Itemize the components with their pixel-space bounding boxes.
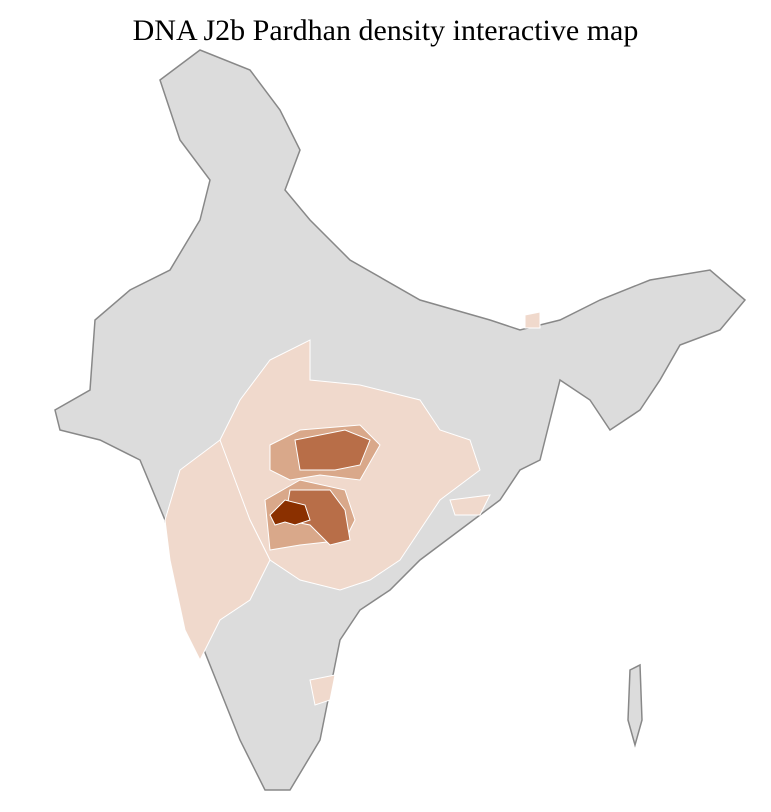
peak-district — [269, 499, 311, 526]
northeast-low — [524, 311, 541, 329]
southern-low — [309, 674, 336, 706]
mp-south-high — [294, 429, 371, 471]
density-regions — [164, 311, 541, 706]
map-title: DNA J2b Pardhan density interactive map — [132, 14, 639, 47]
andaman-islands — [627, 663, 643, 748]
eastern-coast-low — [449, 494, 491, 516]
western-india-low — [164, 439, 271, 662]
